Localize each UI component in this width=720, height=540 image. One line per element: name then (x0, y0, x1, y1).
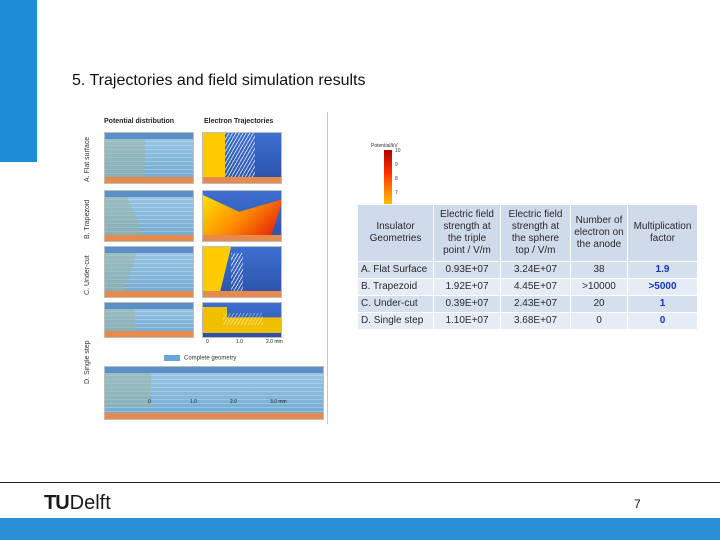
trajectory-panel-flat-surface (202, 132, 282, 184)
row-label-single-step: D. Single step (84, 340, 91, 384)
tu-delft-logo: TU Delft (44, 490, 111, 516)
footer-divider (0, 482, 720, 483)
complete-geometry-label: Complete geometry (184, 355, 237, 362)
simulation-figure: Potential distribution Electron Trajecto… (84, 112, 401, 424)
cell-factor: >5000 (627, 278, 698, 296)
cell-electrons: 0 (570, 312, 628, 330)
cell-geometry: C. Under-cut (357, 295, 434, 313)
colorbar-label: Potential/kV (371, 143, 398, 149)
cell-triple-field: 1.92E+07 (433, 278, 501, 296)
table-row: C. Under-cut 0.39E+07 2.43E+07 20 1 (357, 295, 698, 313)
cell-geometry: B. Trapezoid (357, 278, 434, 296)
axis-tick-large-2: 2.0 (230, 399, 237, 405)
potential-panel-under-cut (104, 246, 194, 298)
table-row: D. Single step 1.10E+07 3.68E+07 0 0 (357, 312, 698, 330)
cell-sphere-field: 3.68E+07 (500, 312, 571, 330)
corner-accent-block (0, 0, 37, 162)
colorbar-tick: 9 (395, 162, 398, 168)
arrow-left-icon (164, 355, 180, 361)
header-field-sphere-top: Electric field strength at the sphere to… (500, 204, 571, 262)
trajectory-panel-trapezoid (202, 190, 282, 242)
header-insulator-geometries: Insulator Geometries (357, 204, 434, 262)
colorbar-tick: 10 (395, 148, 401, 154)
potential-panel-flat-surface (104, 132, 194, 184)
axis-tick-1: 1.0 (236, 339, 243, 345)
axis-tick-large-0: 0 (148, 399, 151, 405)
trajectory-panel-under-cut (202, 246, 282, 298)
cell-factor: 1 (627, 295, 698, 313)
cell-electrons: 38 (570, 261, 628, 279)
row-label-trapezoid: B. Trapezoid (84, 199, 91, 239)
cell-triple-field: 0.93E+07 (433, 261, 501, 279)
axis-tick-0: 0 (206, 339, 209, 345)
table-row: B. Trapezoid 1.92E+07 4.45E+07 >10000 >5… (357, 278, 698, 296)
axis-tick-large-1: 1.0 (190, 399, 197, 405)
slide-title: 5. Trajectories and field simulation res… (72, 72, 366, 89)
complete-geometry-caption: Complete geometry (164, 355, 304, 362)
potential-panel-trapezoid (104, 190, 194, 242)
cell-factor: 1.9 (627, 261, 698, 279)
footer-accent-bar (0, 518, 720, 540)
complete-geometry-panel (104, 366, 324, 420)
axis-tick-2: 2.0 mm (266, 339, 283, 345)
potential-panel-single-step (104, 302, 194, 338)
electron-trajectories-header: Electron Trajectories (204, 118, 274, 125)
colorbar-tick: 7 (395, 190, 398, 196)
cell-geometry: D. Single step (357, 312, 434, 330)
logo-delft: Delft (69, 491, 111, 514)
page-number: 7 (634, 497, 641, 511)
table-header-row: Insulator Geometries Electric field stre… (357, 204, 698, 262)
row-label-flat-surface: A. Flat surface (84, 136, 91, 182)
potential-distribution-header: Potential distribution (104, 118, 174, 125)
header-electron-count: Number of electron on the anode (570, 204, 628, 262)
table-row: A. Flat Surface 0.93E+07 3.24E+07 38 1.9 (357, 261, 698, 279)
cell-sphere-field: 3.24E+07 (500, 261, 571, 279)
cell-electrons: >10000 (570, 278, 628, 296)
axis-tick-large-3: 3.0 mm (270, 399, 287, 405)
header-multiplication-factor: Multiplication factor (627, 204, 698, 262)
row-label-under-cut: C. Under-cut (84, 255, 91, 295)
colorbar-tick: 8 (395, 176, 398, 182)
cell-triple-field: 1.10E+07 (433, 312, 501, 330)
trajectory-panel-single-step (202, 302, 282, 338)
cell-triple-field: 0.39E+07 (433, 295, 501, 313)
cell-geometry: A. Flat Surface (357, 261, 434, 279)
results-table: Insulator Geometries Electric field stre… (357, 204, 698, 330)
cell-electrons: 20 (570, 295, 628, 313)
cell-sphere-field: 4.45E+07 (500, 278, 571, 296)
cell-factor: 0 (627, 312, 698, 330)
logo-tu: TU (44, 491, 70, 514)
cell-sphere-field: 2.43E+07 (500, 295, 571, 313)
header-field-triple-point: Electric field strength at the triple po… (433, 204, 501, 262)
